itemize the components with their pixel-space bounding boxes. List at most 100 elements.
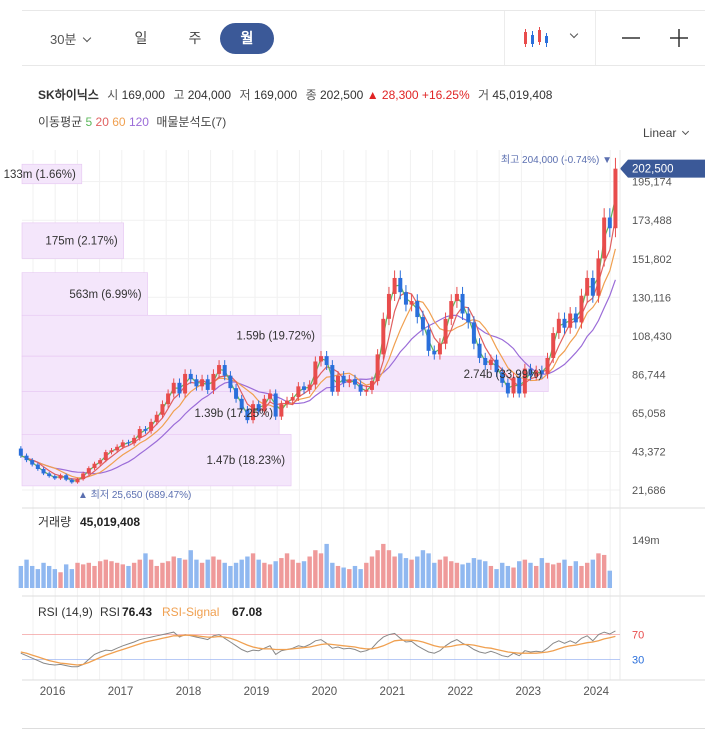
candle-body	[573, 313, 578, 323]
volume-bar	[165, 561, 171, 588]
candle-body	[505, 382, 510, 394]
tab-day[interactable]: 일	[134, 30, 148, 46]
candle-body	[432, 350, 437, 355]
candle-body	[449, 301, 454, 319]
candle-body	[403, 292, 408, 305]
volume-bar	[137, 559, 142, 588]
candle-body	[166, 393, 171, 405]
volume-bar	[41, 562, 46, 588]
volume-bar	[324, 543, 329, 588]
candle-body	[454, 293, 459, 302]
rsi-series-value: 76.43	[122, 605, 152, 619]
candle-body	[52, 476, 57, 479]
candle-body	[511, 377, 516, 394]
candle-body	[30, 460, 35, 465]
candle-body	[98, 460, 103, 464]
volume-bar	[182, 559, 188, 588]
candle-body	[115, 446, 120, 451]
indicator-legend[interactable]: 이동평균 5 20 60 120 매물분석도(7)	[38, 113, 226, 130]
volume-bar	[301, 561, 307, 588]
candle-body	[528, 368, 533, 376]
volume-bar	[426, 553, 431, 588]
ma-label: 이동평균	[38, 115, 83, 129]
candle-body	[58, 475, 63, 479]
volume-bar	[69, 569, 75, 588]
volume-bar	[205, 559, 210, 588]
volume-bar	[63, 564, 69, 588]
candle-body	[488, 359, 493, 366]
volume-bar	[154, 565, 159, 588]
x-tick-label: 2020	[312, 686, 338, 698]
volume-profile-label: 1.59b (19.72%)	[236, 331, 315, 343]
tab-month[interactable]: 월	[220, 23, 274, 54]
candle-body	[585, 277, 590, 296]
volume-bar	[551, 564, 556, 588]
high-label: 고	[173, 88, 185, 102]
volume-bar	[52, 569, 58, 588]
candle-body	[602, 217, 607, 259]
volume-bar	[364, 562, 369, 588]
volume-bar	[46, 565, 52, 588]
candle-body	[398, 277, 403, 293]
candle-body	[149, 421, 154, 431]
candle-body	[319, 356, 323, 362]
volume-bar	[171, 556, 176, 588]
y-tick-label: 43,372	[632, 446, 666, 458]
candle-body	[171, 382, 176, 394]
candle-body	[41, 469, 46, 474]
x-tick-label: 2016	[40, 686, 66, 698]
ma-120-line	[20, 279, 616, 475]
zoom-out-button[interactable]	[618, 25, 644, 51]
volume-bar	[347, 569, 352, 588]
candle-body	[352, 379, 357, 385]
volume-bar	[160, 562, 165, 588]
volume-bar	[420, 550, 426, 588]
candle-body	[517, 377, 522, 394]
volume-bar	[92, 565, 97, 588]
chart-type-button[interactable]	[504, 11, 596, 65]
volume-bar	[511, 567, 516, 588]
volume-bar	[109, 561, 114, 588]
period-dropdown[interactable]: 30분	[50, 29, 92, 48]
price-change: ▲ 28,300 +16.25%	[366, 88, 470, 102]
volume-bar	[103, 559, 108, 588]
volume-profile-label: 563m (6.99%)	[69, 289, 141, 301]
tab-week[interactable]: 주	[188, 30, 202, 46]
candle-body	[556, 318, 561, 334]
candle-body	[471, 322, 476, 344]
rsi-signal-value: 67.08	[232, 605, 262, 619]
candle-body	[375, 354, 380, 382]
y-tick-label: 195,174	[632, 177, 672, 189]
volume-bar	[80, 564, 86, 588]
candle-body	[500, 372, 505, 383]
volume-bar	[375, 550, 380, 588]
candle-body	[24, 455, 29, 461]
scale-dropdown[interactable]: Linear	[643, 126, 690, 140]
period-dropdown-label: 30분	[50, 32, 77, 47]
minus-icon	[622, 37, 640, 39]
candle-body	[81, 473, 86, 480]
volume-bar	[556, 562, 562, 588]
volume-profile-bar	[21, 272, 148, 316]
volume-bar	[216, 559, 222, 588]
candle-body	[579, 295, 584, 323]
candle-body	[426, 329, 431, 351]
candlestick-icon	[524, 27, 548, 47]
volume-bar	[596, 553, 601, 588]
volume-profile-label: 133m (1.66%)	[4, 169, 76, 181]
volume-profile-bar	[21, 163, 83, 185]
volume-bar	[381, 543, 386, 588]
volume-bar	[579, 565, 584, 588]
zoom-in-button[interactable]	[666, 25, 692, 51]
volume-bar	[607, 570, 613, 588]
volume-bar	[352, 565, 358, 588]
volume-bar	[245, 556, 250, 588]
volume-bar	[114, 562, 120, 588]
volume-bar	[341, 567, 346, 588]
candle-body	[273, 393, 278, 417]
volume-bar	[58, 572, 63, 588]
volume-bar	[24, 559, 29, 588]
volume-bar	[335, 565, 341, 588]
candle-body	[188, 373, 193, 380]
